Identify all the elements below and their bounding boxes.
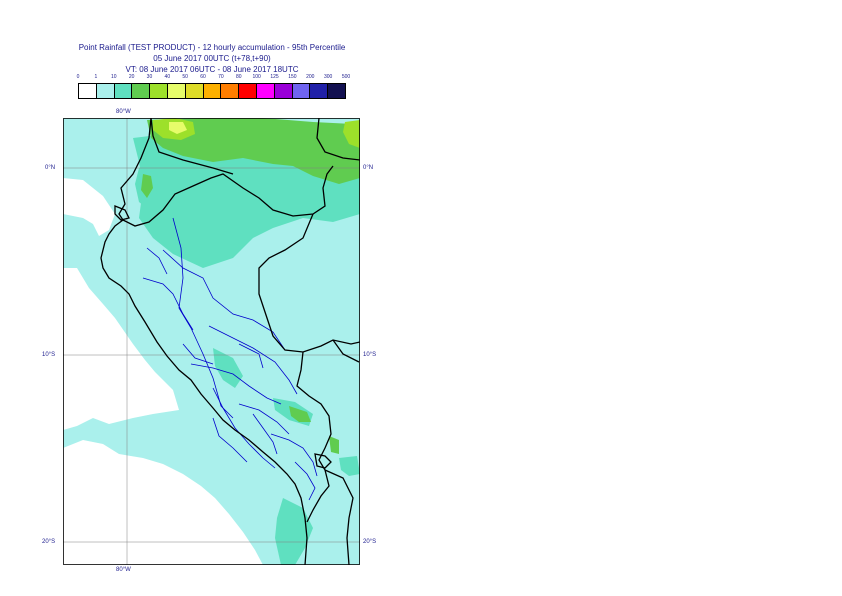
rain-area-north-40mm <box>169 122 187 134</box>
rain-area-ecuador-coast-green <box>141 174 153 198</box>
lat-label-left-20: 20°S <box>42 539 56 545</box>
title-line-1: Point Rainfall (TEST PRODUCT) - 12 hourl… <box>78 43 346 52</box>
dry-area-northwest <box>63 178 115 236</box>
legend-label: 30 <box>146 74 153 80</box>
coastline <box>100 118 308 565</box>
legend-swatch <box>256 84 275 98</box>
lat-label-right-20: 20°S <box>363 539 377 545</box>
map-svg <box>63 118 360 565</box>
bolivia-brazil-border <box>332 339 360 363</box>
legend-label: 200 <box>306 74 315 80</box>
lat-label-right-0: 0°N <box>363 165 374 171</box>
chart-title: Point Rainfall (TEST PRODUCT) - 12 hourl… <box>0 42 424 75</box>
northern-colombia-venezuela-border <box>316 118 360 161</box>
rain-area-southern-coast <box>275 498 313 565</box>
lat-label-left-10: 10°S <box>42 352 56 358</box>
legend-swatch <box>185 84 204 98</box>
lake-titicaca <box>314 453 332 469</box>
rain-area-titicaca-south <box>339 456 360 476</box>
legend-swatch <box>96 84 115 98</box>
legend-swatch <box>239 84 257 98</box>
legend-boxes <box>78 83 346 99</box>
lon-label-bottom: 80°W <box>116 567 131 573</box>
legend-labels: 0 1 10 20 30 40 50 60 70 80 100 125 150 200 300 500 <box>76 74 351 83</box>
title-line-2: 05 June 2017 00UTC (t+78,t+90) <box>153 54 271 63</box>
map-frame <box>63 118 360 565</box>
legend-swatch <box>221 84 240 98</box>
gulf-of-guayaquil <box>114 205 130 221</box>
legend-swatch <box>274 84 293 98</box>
legend-label: 40 <box>164 74 171 80</box>
legend-swatch <box>328 84 345 98</box>
legend-swatch <box>132 84 151 98</box>
peru-bolivia-border <box>296 351 332 523</box>
legend-swatch <box>114 84 133 98</box>
legend-swatch <box>79 84 97 98</box>
dry-area-ocean-blob-2 <box>143 392 167 410</box>
legend-label: 1 <box>94 74 98 80</box>
legend-swatch <box>310 84 329 98</box>
colombia-border <box>150 118 234 175</box>
color-legend: 0 1 10 20 30 40 50 60 70 80 100 125 150 200 300 500 <box>76 74 351 102</box>
legend-label: 70 <box>218 74 224 80</box>
lat-label-left-0: 0°N <box>45 165 56 171</box>
legend-label: 125 <box>270 74 279 80</box>
legend-label: 150 <box>288 74 297 80</box>
rain-area-north-20mm <box>147 118 360 184</box>
rain-area-northeast-30mm <box>343 120 360 148</box>
regional-boundaries <box>142 217 318 501</box>
coastlines-and-borders <box>100 118 360 565</box>
legend-label: 300 <box>323 74 333 80</box>
chile-bolivia-border <box>324 469 354 565</box>
ecuador-peru-border <box>122 165 334 227</box>
legend-label: 60 <box>200 74 206 80</box>
lon-label-top: 80°W <box>116 109 131 115</box>
lat-label-right-10: 10°S <box>363 352 377 358</box>
legend-label: 10 <box>110 74 117 80</box>
dry-area-west-ocean <box>63 268 179 430</box>
legend-swatch <box>292 84 311 98</box>
legend-label: 100 <box>252 74 261 80</box>
legend-label: 500 <box>341 74 351 80</box>
rain-area-madre-de-dios-green <box>289 406 311 422</box>
title-line-3: VT: 08 June 2017 06UTC - 08 June 2017 18… <box>125 65 299 74</box>
rain-area-central-band <box>213 348 243 388</box>
dry-area-ocean-blob-1 <box>119 366 141 386</box>
rainfall-map <box>63 118 360 565</box>
legend-swatch <box>150 84 168 98</box>
legend-swatch <box>203 84 222 98</box>
peru-brazil-border <box>258 213 360 353</box>
legend-label: 80 <box>236 74 242 80</box>
legend-label: 0 <box>76 74 80 80</box>
dry-area-southwest-ocean <box>63 440 263 565</box>
rain-area-titicaca <box>329 436 339 454</box>
legend-swatch <box>167 84 186 98</box>
legend-label: 20 <box>128 74 135 80</box>
legend-label: 50 <box>182 74 188 80</box>
